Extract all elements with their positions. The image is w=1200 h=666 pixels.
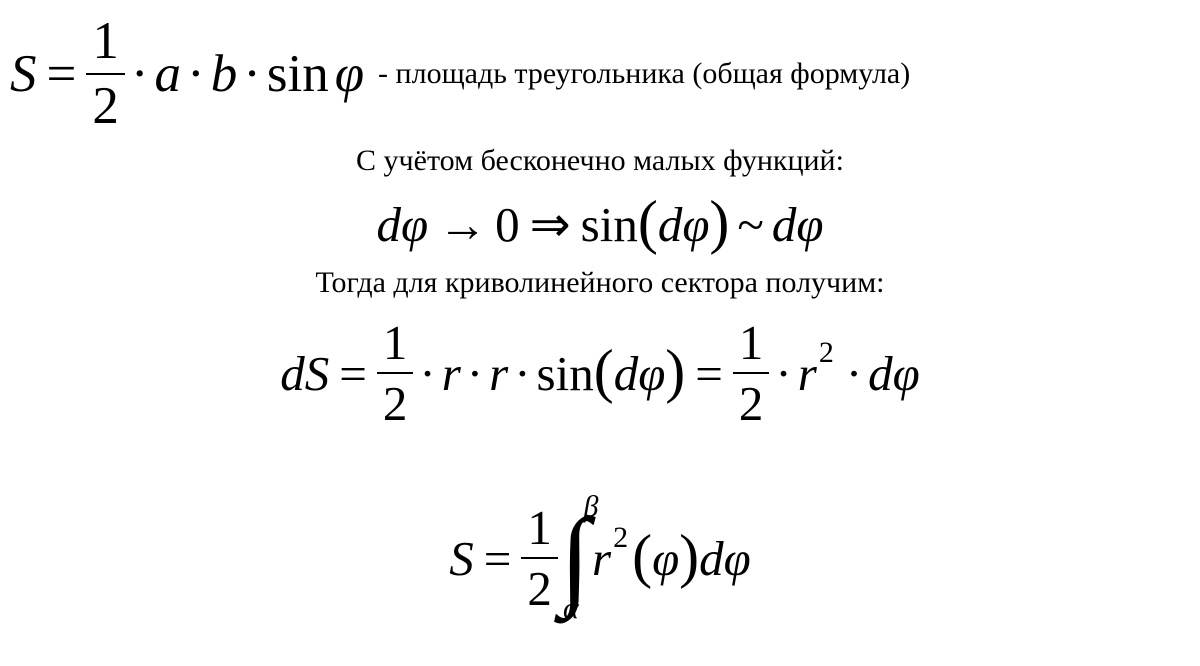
- var-phi: φ: [335, 44, 364, 104]
- frac-one-half: 1 2: [86, 15, 125, 133]
- var-phi: φ: [638, 345, 665, 402]
- var-r: r: [489, 345, 508, 402]
- integral-lower: α: [563, 594, 579, 624]
- lparen: (: [638, 188, 658, 257]
- rparen: ): [709, 188, 729, 257]
- var-b: b: [211, 44, 238, 104]
- var-d: d: [376, 196, 401, 253]
- fn-sin: sin: [581, 196, 638, 253]
- lparen: (: [594, 337, 614, 406]
- var-d: d: [614, 345, 639, 402]
- frac-num: 1: [521, 503, 558, 552]
- op-arrow: →: [438, 196, 487, 253]
- rparen: ): [665, 337, 685, 406]
- var-r: r: [798, 345, 817, 402]
- var-phi: φ: [893, 345, 920, 402]
- fn-sin: sin: [267, 44, 329, 104]
- op-dot: ·: [125, 44, 155, 104]
- formula-dS: d S = 1 2 · r · r · sin ( d φ ) = 1: [0, 308, 1200, 438]
- math-page: S = 1 2 · a · b · sin φ - площадь треуго…: [0, 0, 1200, 666]
- integral-sign: ∫: [560, 516, 590, 599]
- rparen: ): [679, 522, 699, 591]
- op-dot: ·: [769, 345, 797, 402]
- var-phi: φ: [401, 196, 428, 253]
- frac-den: 2: [521, 564, 558, 613]
- var-S: S: [449, 530, 474, 587]
- frac-den: 2: [733, 379, 770, 428]
- frac-num: 1: [733, 318, 770, 367]
- formula-triangle-area: S = 1 2 · a · b · sin φ - площадь треуго…: [10, 14, 910, 134]
- op-dot: ·: [181, 44, 211, 104]
- fn-sin: sin: [537, 345, 594, 402]
- var-d: d: [280, 345, 305, 402]
- var-r: r: [592, 530, 611, 587]
- var-phi: φ: [682, 196, 709, 253]
- op-dot: ·: [461, 345, 489, 402]
- integral: β ∫ α: [560, 492, 590, 625]
- var-phi: φ: [796, 196, 823, 253]
- var-phi: φ: [724, 530, 751, 587]
- var-S: S: [10, 44, 37, 104]
- var-a: a: [155, 44, 182, 104]
- frac-den: 2: [377, 379, 414, 428]
- formula-limit: d φ → 0 ⇒ sin ( d φ ) ~ d φ: [0, 188, 1200, 260]
- frac-one-half: 1 2: [377, 318, 414, 428]
- frac-num: 1: [86, 15, 125, 68]
- formula-integral: S = 1 2 β ∫ α r 2 ( φ ) d φ: [0, 458, 1200, 658]
- op-eq: =: [484, 530, 512, 587]
- var-S: S: [305, 345, 330, 402]
- frac-one-half: 1 2: [733, 318, 770, 428]
- text-consider-infinitesimals: С учётом бесконечно малых функций:: [0, 144, 1200, 178]
- exp-2: 2: [613, 521, 628, 555]
- var-phi: φ: [652, 530, 679, 587]
- annotation-text: - площадь треугольника (общая формула): [378, 57, 910, 91]
- op-tilde: ~: [737, 196, 764, 253]
- op-implies: ⇒: [530, 196, 571, 253]
- var-d: d: [772, 196, 797, 253]
- text-then-sector: Тогда для криволинейного сектора получим…: [0, 266, 1200, 300]
- op-dot: ·: [508, 345, 536, 402]
- frac-den: 2: [86, 80, 125, 133]
- integral-upper: β: [583, 492, 598, 522]
- op-dot: ·: [840, 345, 868, 402]
- frac-num: 1: [377, 318, 414, 367]
- op-dot: ·: [237, 44, 267, 104]
- var-r: r: [442, 345, 461, 402]
- var-d: d: [699, 530, 724, 587]
- num-zero: 0: [495, 196, 520, 253]
- frac-one-half: 1 2: [521, 503, 558, 613]
- lparen: (: [632, 522, 652, 591]
- op-eq: =: [339, 345, 367, 402]
- var-d: d: [868, 345, 893, 402]
- exp-2: 2: [819, 336, 834, 370]
- op-eq: =: [47, 44, 77, 104]
- op-eq: =: [695, 345, 723, 402]
- var-d: d: [658, 196, 683, 253]
- op-dot: ·: [413, 345, 441, 402]
